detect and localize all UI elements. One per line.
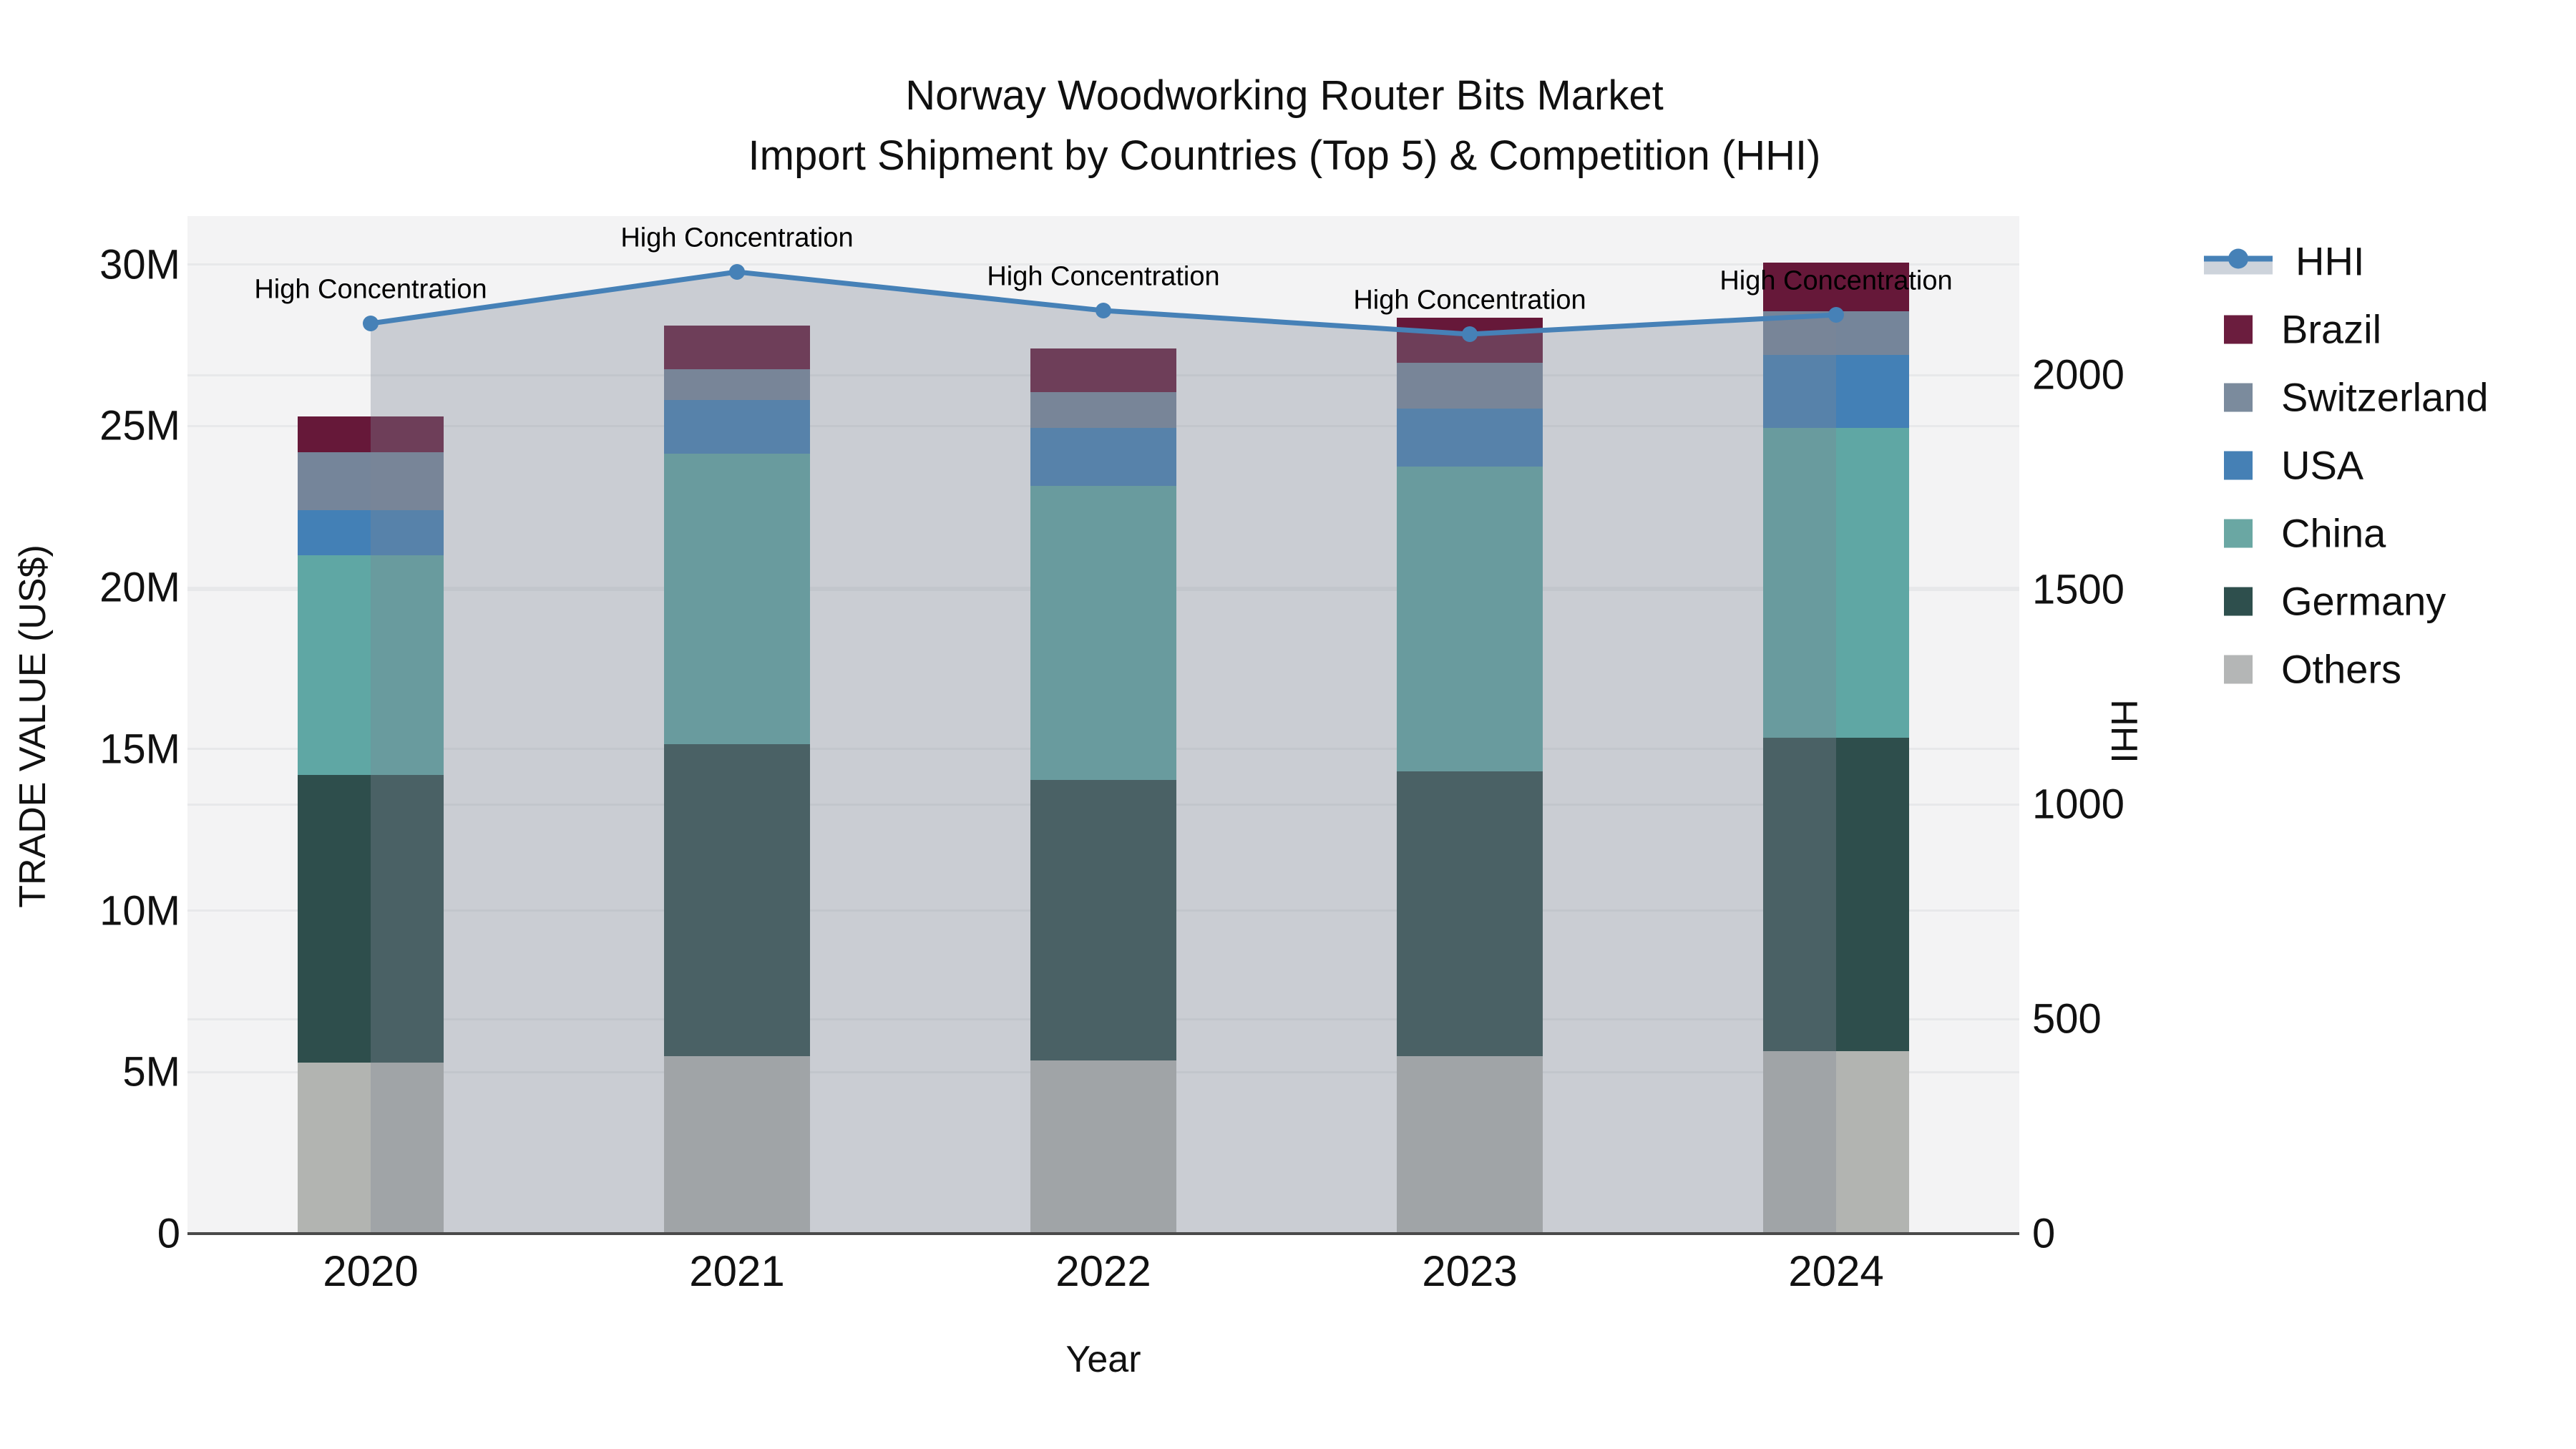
legend-label-switzerland: Switzerland bbox=[2281, 374, 2489, 420]
legend-label-brazil: Brazil bbox=[2281, 306, 2382, 352]
bar-segment-switzerland-2020 bbox=[298, 452, 444, 510]
hhi-marker-sample bbox=[2228, 248, 2248, 268]
right-axis-tick-2000: 2000 bbox=[2032, 351, 2125, 399]
bar-segment-usa-2022 bbox=[1030, 427, 1176, 486]
right-axis-title: HHI bbox=[2103, 699, 2145, 763]
bar-segment-switzerland-2022 bbox=[1030, 392, 1176, 428]
chart-title-line2: Import Shipment by Countries (Top 5) & C… bbox=[748, 132, 1821, 179]
legend-swatch-switzerland bbox=[2224, 383, 2253, 411]
x-axis-tick-2024: 2024 bbox=[1788, 1247, 1884, 1295]
legend-label-hhi: HHI bbox=[2296, 238, 2365, 284]
bar-segment-others-2022 bbox=[1030, 1060, 1176, 1234]
hhi-marker-2023 bbox=[1462, 326, 1478, 342]
legend-swatch-china bbox=[2224, 519, 2253, 547]
right-axis-tick-500: 500 bbox=[2032, 995, 2102, 1043]
chart-title-line1: Norway Woodworking Router Bits Market bbox=[905, 72, 1664, 119]
plot-area bbox=[187, 216, 2019, 1234]
hhi-line-layer bbox=[363, 264, 1844, 1234]
legend-label-china: China bbox=[2281, 510, 2386, 556]
bar-segment-switzerland-2021 bbox=[664, 369, 810, 401]
legend-label-usa: USA bbox=[2281, 442, 2364, 488]
bar-segment-usa-2020 bbox=[298, 509, 444, 555]
legend-item-brazil[interactable]: Brazil bbox=[2190, 306, 2381, 353]
left-axis-tick-5M: 5M bbox=[122, 1048, 180, 1096]
left-axis-tick-0: 0 bbox=[157, 1210, 180, 1257]
bar-segment-china-2024 bbox=[1763, 427, 1909, 738]
x-axis-title: Year bbox=[1065, 1339, 1141, 1380]
legend: HHI Brazil Switzerland USA China Germany Other… bbox=[2190, 0, 2576, 1449]
left-axis-tick-20M: 20M bbox=[99, 564, 180, 611]
bar-segment-germany-2020 bbox=[298, 774, 444, 1063]
hhi-marker-2022 bbox=[1096, 303, 1111, 318]
bar-segment-others-2020 bbox=[298, 1062, 444, 1234]
right-axis-tick-1000: 1000 bbox=[2032, 781, 2125, 828]
right-axis-tick-0: 0 bbox=[2032, 1210, 2056, 1257]
legend-label-others: Others bbox=[2281, 646, 2402, 692]
legend-swatch-others bbox=[2224, 655, 2253, 683]
legend-item-china[interactable]: China bbox=[2190, 510, 2386, 557]
annotation-high-concentration-2022: High Concentration bbox=[987, 261, 1220, 292]
gridline bbox=[187, 263, 2019, 266]
x-axis-tick-2023: 2023 bbox=[1422, 1247, 1518, 1295]
bar-segment-germany-2023 bbox=[1397, 771, 1543, 1056]
bar-segment-usa-2024 bbox=[1763, 355, 1909, 428]
bar-segment-china-2023 bbox=[1397, 466, 1543, 772]
bar-segment-others-2021 bbox=[664, 1055, 810, 1234]
legend-swatch-usa bbox=[2224, 451, 2253, 479]
bar-segment-brazil-2021 bbox=[664, 326, 810, 370]
bar-segment-germany-2022 bbox=[1030, 779, 1176, 1061]
bar-segment-germany-2021 bbox=[664, 744, 810, 1056]
hhi-marker-2021 bbox=[729, 264, 745, 280]
legend-swatch-brazil bbox=[2224, 315, 2253, 343]
left-axis-tick-30M: 30M bbox=[99, 241, 180, 288]
bar-segment-china-2021 bbox=[664, 453, 810, 745]
bar-segment-others-2023 bbox=[1397, 1055, 1543, 1234]
left-axis-tick-25M: 25M bbox=[99, 402, 180, 449]
bar-segment-brazil-2024 bbox=[1763, 263, 1909, 312]
left-axis-title: TRADE VALUE (US$) bbox=[12, 545, 54, 908]
left-axis-tick-15M: 15M bbox=[99, 726, 180, 773]
legend-item-switzerland[interactable]: Switzerland bbox=[2190, 374, 2488, 421]
legend-item-hhi[interactable]: HHI bbox=[2190, 238, 2364, 285]
bar-segment-switzerland-2023 bbox=[1397, 363, 1543, 409]
bar-segment-brazil-2022 bbox=[1030, 348, 1176, 393]
bar-segment-others-2024 bbox=[1763, 1050, 1909, 1234]
legend-item-others[interactable]: Others bbox=[2190, 646, 2401, 693]
annotation-high-concentration-2024: High Concentration bbox=[1719, 265, 1953, 296]
legend-item-usa[interactable]: USA bbox=[2190, 442, 2363, 489]
hhi-line-sample-icon bbox=[2204, 244, 2273, 278]
legend-item-germany[interactable]: Germany bbox=[2190, 578, 2446, 625]
legend-label-germany: Germany bbox=[2281, 578, 2446, 624]
x-axis-tick-2020: 2020 bbox=[323, 1247, 419, 1295]
hhi-area-fill bbox=[371, 272, 1836, 1234]
bar-segment-china-2022 bbox=[1030, 485, 1176, 780]
right-axis-tick-1500: 1500 bbox=[2032, 566, 2125, 613]
annotation-high-concentration-2023: High Concentration bbox=[1353, 285, 1586, 316]
left-axis-tick-10M: 10M bbox=[99, 887, 180, 935]
x-axis-tick-2021: 2021 bbox=[689, 1247, 785, 1295]
chart-title: Norway Woodworking Router Bits Market Im… bbox=[748, 66, 1821, 186]
bar-segment-china-2020 bbox=[298, 555, 444, 775]
bar-segment-brazil-2020 bbox=[298, 416, 444, 452]
x-axis-tick-2022: 2022 bbox=[1055, 1247, 1151, 1295]
hhi-marker-2020 bbox=[363, 316, 379, 331]
bar-segment-usa-2021 bbox=[664, 400, 810, 454]
annotation-high-concentration-2021: High Concentration bbox=[620, 223, 854, 253]
annotation-high-concentration-2020: High Concentration bbox=[254, 274, 487, 305]
x-axis-line bbox=[187, 1232, 2019, 1235]
legend-swatch-germany bbox=[2224, 587, 2253, 615]
hhi-marker-2024 bbox=[1828, 307, 1844, 323]
bar-segment-germany-2024 bbox=[1763, 738, 1909, 1051]
bar-segment-usa-2023 bbox=[1397, 408, 1543, 467]
